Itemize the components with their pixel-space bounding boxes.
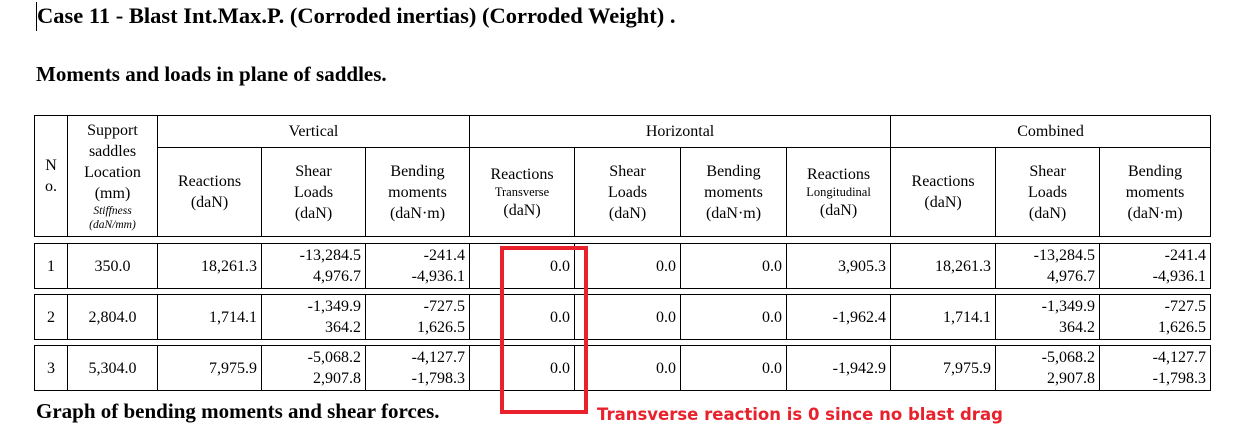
- row-v-reactions: 7,975.9: [157, 345, 262, 391]
- row-v-shear: -13,284.5 4,976.7: [261, 243, 366, 289]
- row-v-shear: -1,349.9 364.2: [261, 294, 366, 340]
- row-h-shear: 0.0: [574, 294, 681, 340]
- row-v-bending: -4,127.7 -1,798.3: [365, 345, 470, 391]
- header-h-shear: Shear Loads (daN): [574, 147, 682, 237]
- row-c-reactions: 7,975.9: [890, 345, 996, 391]
- header-support: Support saddles Location (mm) Stiffness …: [67, 115, 158, 237]
- header-combined: Combined: [890, 115, 1212, 148]
- row-v-bending: -241.4 -4,936.1: [365, 243, 470, 289]
- row-c-shear: -1,349.9 364.2: [995, 294, 1100, 340]
- row-h-reactions-longitudinal: -1,962.4: [786, 294, 891, 340]
- header-horizontal: Horizontal: [469, 115, 892, 148]
- case-title: Case 11 - Blast Int.Max.P. (Corroded ine…: [37, 3, 676, 28]
- row-location: 2,804.0: [67, 294, 158, 340]
- row-h-reactions-transverse: 0.0: [469, 243, 575, 289]
- header-v-reactions: Reactions (daN): [157, 147, 262, 237]
- row-no: 3: [34, 345, 68, 391]
- header-c-reactions: Reactions (daN): [890, 147, 997, 237]
- header-vertical: Vertical: [156, 115, 471, 148]
- table-row: 2 2,804.0 1,714.1 -1,349.9 364.2 -727.5 1,…: [34, 294, 1211, 340]
- row-no: 1: [34, 243, 68, 289]
- row-h-reactions-longitudinal: 3,905.3: [786, 243, 891, 289]
- row-c-shear: -5,068.2 2,907.8: [995, 345, 1100, 391]
- header-no: N o.: [34, 115, 68, 237]
- graph-title: Graph of bending moments and shear force…: [36, 399, 440, 423]
- row-location: 350.0: [67, 243, 158, 289]
- row-h-reactions-transverse: 0.0: [469, 345, 575, 391]
- header-h-reactions-longitudinal: Reactions Longitudinal (daN): [786, 147, 892, 237]
- row-v-reactions: 18,261.3: [157, 243, 262, 289]
- row-c-reactions: 18,261.3: [890, 243, 996, 289]
- row-v-bending: -727.5 1,626.5: [365, 294, 470, 340]
- row-h-bending: 0.0: [680, 243, 787, 289]
- text-cursor: [36, 2, 37, 31]
- row-h-shear: 0.0: [574, 243, 681, 289]
- header-c-bending: Bending moments (daN·m): [1099, 147, 1212, 237]
- row-h-reactions-transverse: 0.0: [469, 294, 575, 340]
- section-title: Moments and loads in plane of saddles.: [36, 62, 387, 86]
- row-h-bending: 0.0: [680, 294, 787, 340]
- row-no: 2: [34, 294, 68, 340]
- header-v-bending: Bending moments (daN·m): [364, 147, 471, 237]
- row-table-3: 3 5,304.0 7,975.9 -5,068.2 2,907.8 -4,127…: [34, 345, 1211, 391]
- row-location: 5,304.0: [67, 345, 158, 391]
- row-v-shear: -5,068.2 2,907.8: [261, 345, 366, 391]
- table-row: 1 350.0 18,261.3 -13,284.5 4,976.7 -241.4…: [34, 243, 1211, 289]
- header-c-shear: Shear Loads (daN): [995, 147, 1101, 237]
- row-h-bending: 0.0: [680, 345, 787, 391]
- row-h-reactions-longitudinal: -1,942.9: [786, 345, 891, 391]
- highlight-box: [500, 246, 588, 414]
- row-h-shear: 0.0: [574, 345, 681, 391]
- header-table: N o. Support saddles Location (mm) Stiff…: [34, 115, 1212, 237]
- row-v-reactions: 1,714.1: [157, 294, 262, 340]
- header-h-bending: Bending moments (daN·m): [680, 147, 788, 237]
- row-c-reactions: 1,714.1: [890, 294, 996, 340]
- row-c-shear: -13,284.5 4,976.7: [995, 243, 1100, 289]
- annotation-text: Transverse reaction is 0 since no blast …: [597, 405, 1003, 424]
- row-c-bending: -4,127.7 -1,798.3: [1099, 345, 1211, 391]
- row-c-bending: -727.5 1,626.5: [1099, 294, 1211, 340]
- row-table-2: 2 2,804.0 1,714.1 -1,349.9 364.2 -727.5 1,…: [34, 294, 1211, 340]
- header-v-shear: Shear Loads (daN): [261, 147, 366, 237]
- row-table-1: 1 350.0 18,261.3 -13,284.5 4,976.7 -241.4…: [34, 243, 1211, 289]
- table-row: 3 5,304.0 7,975.9 -5,068.2 2,907.8 -4,127…: [34, 345, 1211, 391]
- header-h-reactions-transverse: Reactions Transverse (daN): [469, 147, 576, 237]
- row-c-bending: -241.4 -4,936.1: [1099, 243, 1211, 289]
